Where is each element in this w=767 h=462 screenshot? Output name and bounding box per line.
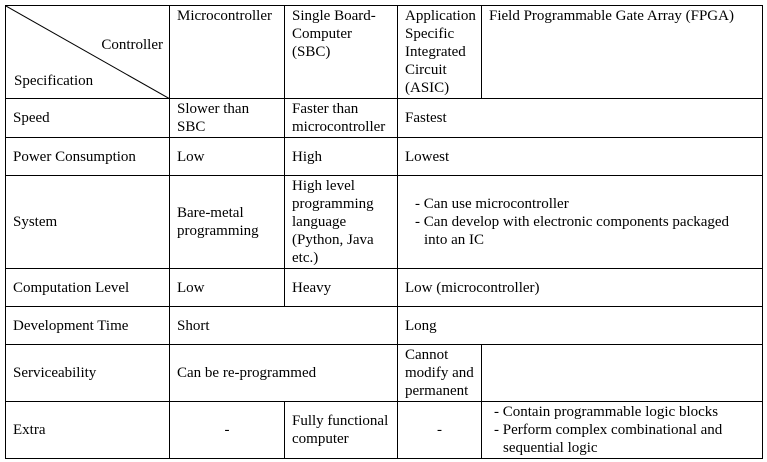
computation-sbc-cell: Heavy [284, 268, 398, 307]
row-label-system: System [5, 175, 170, 269]
extra-microcontroller-cell: - [169, 401, 285, 459]
system-asic-fpga-cell: - Can use microcontroller - Can develop … [397, 175, 763, 269]
row-label-speed: Speed [5, 98, 170, 138]
list-item: - Perform complex combinational and sequ… [494, 422, 723, 456]
service-mcu-sbc-cell: Can be re-programmed [169, 344, 398, 402]
table-row-power: Power Consumption Low High Lowest [5, 137, 763, 176]
header-row: Controller Specification Microcontroller… [5, 5, 763, 99]
devtime-mcu-sbc-cell: Short [169, 306, 398, 345]
column-header-sbc: Single Board-Computer (SBC) [284, 5, 398, 99]
speed-asic-fpga-cell: Fastest [397, 98, 763, 138]
extra-fpga-list: - Contain programmable logic blocks - Pe… [489, 403, 755, 457]
table-row-serviceability: Serviceability Can be re-programmed Cann… [5, 344, 763, 402]
list-item: - Contain programmable logic blocks [494, 404, 719, 420]
extra-asic-cell: - [397, 401, 482, 459]
list-item: - Can develop with electronic components… [415, 214, 730, 248]
table-row-development-time: Development Time Short Long [5, 306, 763, 345]
service-fpga-cell [481, 344, 763, 402]
specification-header-label: Specification [14, 73, 94, 89]
row-label-computation: Computation Level [5, 268, 170, 307]
power-sbc-cell: High [284, 137, 398, 176]
row-label-extra: Extra [5, 401, 170, 459]
speed-sbc-cell: Faster than microcontroller [284, 98, 398, 138]
speed-microcontroller-cell: Slower than SBC [169, 98, 285, 138]
column-header-microcontroller: Microcontroller [169, 5, 285, 99]
spec-comparison-table: Controller Specification Microcontroller… [5, 5, 763, 459]
table-row-system: System Bare-metal programming High level… [5, 175, 763, 269]
computation-asic-fpga-cell: Low (microcontroller) [397, 268, 763, 307]
list-item: - Can use microcontroller [415, 196, 569, 212]
devtime-asic-fpga-cell: Long [397, 306, 763, 345]
table-row-speed: Speed Slower than SBC Faster than microc… [5, 98, 763, 138]
system-microcontroller-cell: Bare-metal programming [169, 175, 285, 269]
service-asic-cell: Cannot modify and permanent [397, 344, 482, 402]
system-sbc-cell: High level programming language (Python,… [284, 175, 398, 269]
row-label-development-time: Development Time [5, 306, 170, 345]
row-label-power: Power Consumption [5, 137, 170, 176]
diagonal-divider-line [6, 6, 170, 99]
row-label-serviceability: Serviceability [5, 344, 170, 402]
extra-fpga-cell: - Contain programmable logic blocks - Pe… [481, 401, 763, 459]
extra-sbc-cell: Fully functional computer [284, 401, 398, 459]
header-corner-cell: Controller Specification [5, 5, 170, 99]
power-microcontroller-cell: Low [169, 137, 285, 176]
power-asic-fpga-cell: Lowest [397, 137, 763, 176]
controller-header-label: Controller [101, 37, 163, 53]
column-header-fpga: Field Programmable Gate Array (FPGA) [481, 5, 763, 99]
computation-microcontroller-cell: Low [169, 268, 285, 307]
column-header-asic: Application Specific Integrated Circuit … [397, 5, 482, 99]
table-row-extra: Extra - Fully functional computer - - Co… [5, 401, 763, 459]
system-asic-fpga-list: - Can use microcontroller - Can develop … [405, 195, 755, 249]
table-row-computation: Computation Level Low Heavy Low (microco… [5, 268, 763, 307]
